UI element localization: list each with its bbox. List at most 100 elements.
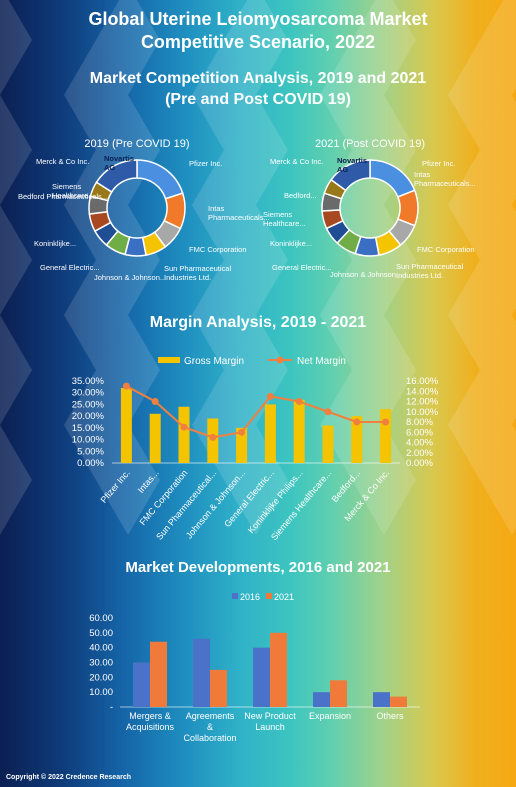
dev-bar <box>330 680 347 707</box>
dev-bar <box>210 669 227 707</box>
donut-slice-label: Sun Pharmaceutical Industries Ltd. <box>396 262 463 280</box>
donut-slice-label: Novartis AG <box>337 156 367 174</box>
donut-slice <box>136 159 184 200</box>
margin-legend: Gross Margin Net Margin <box>158 356 346 367</box>
dev-tick-label: 20.00 <box>89 672 113 683</box>
margin-chart: Margin Analysis, 2019 - 2021 Gross Margi… <box>72 314 439 542</box>
right-tick-label: 6.00% <box>406 427 433 438</box>
dev-category-label: Others <box>376 711 404 721</box>
donut-slice-label: Koninklijke... <box>270 239 312 248</box>
developments-chart: Market Developments, 2016 and 2021 2016 … <box>89 559 420 743</box>
donut-slice <box>369 159 416 198</box>
donut-2021: Pfizer Inc. Intas Pharmaceuticals... FMC Co… <box>263 156 476 280</box>
gross-margin-bar <box>149 413 161 463</box>
legend-gross-swatch <box>158 357 180 363</box>
donut-slice-label: Merck & Co Inc. <box>270 157 323 166</box>
dev-category-label: Agreements & Collaboration <box>183 711 236 743</box>
right-tick-label: 10.00% <box>406 407 439 418</box>
donut-slice <box>95 159 138 193</box>
donut-2019-title: 2019 (Pre COVID 19) <box>84 138 189 150</box>
main-title-line2: Competitive Scenario, 2022 <box>140 32 376 52</box>
dev-tick-label: 50.00 <box>89 628 113 639</box>
dev-category-label: Expansion <box>309 711 351 721</box>
legend-2021-swatch <box>266 593 272 599</box>
gross-margin-bar <box>380 409 392 463</box>
dev-bar <box>253 647 270 707</box>
right-tick-label: 2.00% <box>406 448 433 459</box>
gross-margin-bar <box>120 388 132 463</box>
donut-slice-label: FMC Corporation <box>417 245 475 254</box>
net-margin-point <box>295 398 303 405</box>
donut-slice-label: General Electric... <box>40 263 100 272</box>
dev-tick-label: - <box>110 702 113 713</box>
right-tick-label: 0.00% <box>406 458 433 469</box>
left-tick-label: 20.00% <box>72 411 105 422</box>
right-tick-label: 12.00% <box>406 397 439 408</box>
right-tick-label: 14.00% <box>406 386 439 397</box>
right-tick-label: 16.00% <box>406 376 439 387</box>
left-tick-label: 0.00% <box>77 458 104 469</box>
section-competition-line1: Market Competition Analysis, 2019 and 20… <box>89 70 427 87</box>
dev-bar <box>313 692 330 707</box>
gross-margin-bar <box>351 416 363 463</box>
dev-tick-label: 10.00 <box>89 687 113 698</box>
donut-slice-label: Pfizer Inc. <box>422 159 455 168</box>
gross-margin-bar <box>178 406 190 463</box>
gross-margin-bar <box>236 427 248 463</box>
net-margin-point <box>382 418 390 426</box>
net-margin-point <box>151 398 159 405</box>
donut-slice-label: Johnson & Johnson... <box>330 270 402 279</box>
left-tick-label: 15.00% <box>72 423 105 434</box>
left-tick-label: 10.00% <box>72 435 105 446</box>
section-competition-title: Market Competition Analysis, 2019 and 20… <box>0 68 516 110</box>
dev-tick-label: 30.00 <box>89 658 113 669</box>
left-tick-label: 25.00% <box>72 399 105 410</box>
dev-bar <box>150 641 167 707</box>
donut-charts: 2019 (Pre COVID 19) 2021 (Post COVID 19)… <box>18 138 476 282</box>
right-tick-label: 4.00% <box>406 438 433 449</box>
copyright: Copyright © 2022 Credence Research <box>6 774 131 781</box>
donut-slice-label: General Electric... <box>272 263 332 272</box>
net-margin-line <box>125 385 386 439</box>
dev-bar <box>270 632 287 707</box>
donut-slice <box>330 159 371 192</box>
left-tick-label: 35.00% <box>72 376 105 387</box>
donut-2019: Pfizer Inc. Intas Pharmaceuticals... FMC Co… <box>18 154 270 282</box>
developments-chart-title: Market Developments, 2016 and 2021 <box>125 559 390 576</box>
dev-category-label: Mergers & Acquisitions <box>126 711 175 732</box>
donut-2021-title: 2021 (Post COVID 19) <box>315 138 425 150</box>
net-margin-point <box>122 382 130 390</box>
dev-tick-label: 60.00 <box>89 613 113 624</box>
dev-bar <box>133 662 150 707</box>
legend-2016-swatch <box>232 593 238 599</box>
net-margin-point <box>324 408 332 416</box>
left-tick-label: 30.00% <box>72 388 105 399</box>
donut-slice-label: Intas Pharmaceuticals... <box>414 170 476 188</box>
donut-slice-label: Koninklijke... <box>34 239 76 248</box>
net-margin-point <box>180 423 188 431</box>
gross-margin-bar <box>322 425 334 463</box>
net-margin-point <box>238 428 246 436</box>
margin-category-label: Pfizer Inc. <box>99 468 132 505</box>
legend-2016-label: 2016 <box>240 592 260 602</box>
net-margin-point <box>266 392 274 400</box>
legend-2021-label: 2021 <box>274 592 294 602</box>
margin-chart-title: Margin Analysis, 2019 - 2021 <box>150 314 367 331</box>
donut-slice-label: Siemens Healthcare... <box>263 210 306 228</box>
dev-bar <box>390 696 407 707</box>
dev-bar <box>373 692 390 707</box>
donut-slice-label: Sun Pharmaceutical Industries Ltd. <box>164 264 231 282</box>
legend-net-label: Net Margin <box>297 356 346 367</box>
donut-slice-label: Johnson & Johnson... <box>94 273 166 282</box>
net-margin-point <box>209 433 217 441</box>
dev-category-label: New Product Launch <box>244 711 296 732</box>
main-title-line1: Global Uterine Leiomyosarcoma Market <box>88 9 428 29</box>
donut-slice-label: Pfizer Inc. <box>189 159 222 168</box>
margin-category-label: Intas... <box>136 468 161 495</box>
donut-slice-label: Merck & Co Inc. <box>36 157 89 166</box>
left-tick-label: 5.00% <box>77 446 104 457</box>
donut-slice-label: Siemens Healthcare... <box>52 182 95 200</box>
section-competition-line2: (Pre and Post COVID 19) <box>165 91 351 108</box>
gross-margin-bar <box>264 404 276 463</box>
legend-gross-label: Gross Margin <box>184 356 244 367</box>
